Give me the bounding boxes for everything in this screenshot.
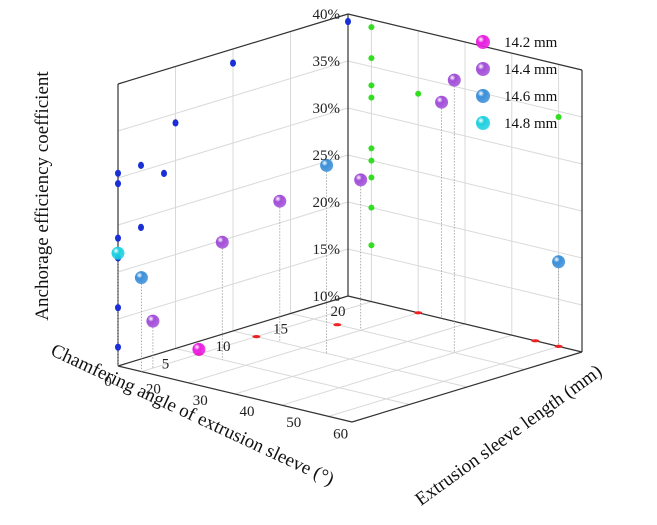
data-point: [215, 235, 229, 249]
legend-marker: [476, 35, 490, 49]
x-tick-label: 15: [273, 322, 288, 338]
yz-projection-dot: [368, 82, 375, 89]
yz-projection-dot: [368, 24, 375, 31]
data-point: [435, 95, 449, 109]
y-axis-title: Extrusion sleeve length (mm): [411, 361, 606, 510]
yz-projection-dot: [555, 114, 562, 121]
data-point: [146, 314, 160, 328]
legend-marker: [476, 62, 490, 76]
x-tick-label: 20: [331, 304, 346, 320]
data-point: [320, 158, 334, 172]
y-tick-label: 30: [193, 393, 208, 409]
data-point: [447, 73, 461, 87]
legend: 14.2 mm 14.4 mm 14.6 mm 14.8 mm: [476, 35, 558, 132]
yz-projection-dot: [415, 90, 422, 97]
xz-projection-dot: [115, 234, 121, 242]
data-point: [273, 194, 287, 208]
xy-projection-mark: [414, 311, 423, 315]
top-edge: [347, 13, 583, 71]
drop-lines: [117, 80, 559, 372]
xz-projection-dot: [172, 119, 179, 127]
z-tick-label: 10%: [313, 289, 341, 305]
axis-box-edges: [117, 13, 583, 423]
z-tick-label: 30%: [313, 101, 341, 117]
z-axis-title: Anchorage efficiency coefficient: [32, 71, 53, 321]
z-tick-label: 35%: [313, 54, 341, 70]
y-tick-label: 40: [240, 404, 255, 420]
xz-projection-dot: [138, 161, 144, 169]
xy-projection-mark: [333, 323, 342, 327]
x-axis-line: [117, 295, 349, 367]
projection-layer: [115, 17, 563, 356]
data-point: [111, 246, 125, 260]
legend-label: 14.6 mm: [504, 89, 558, 105]
legend-label: 14.2 mm: [504, 35, 558, 51]
data-point: [134, 271, 148, 285]
y-tick-label: 20: [146, 382, 161, 398]
xy-projection-mark: [252, 335, 261, 339]
xz-projection-dot: [115, 180, 121, 188]
legend-marker: [476, 89, 490, 103]
y-tick-label: 50: [286, 415, 301, 431]
x-tick-label: 10: [216, 339, 231, 355]
floor-grid-line: [234, 323, 466, 395]
yz-projection-dot: [368, 204, 375, 211]
floor-grid-line: [281, 334, 512, 406]
z-tick-label: 15%: [313, 242, 341, 258]
xy-projection-mark: [531, 339, 540, 343]
z-tick-label: 40%: [313, 7, 341, 23]
z-tick-label: 20%: [313, 195, 341, 211]
yz-projection-dot: [368, 55, 375, 62]
xz-projection-dot: [345, 17, 351, 26]
data-point: [552, 255, 566, 269]
xy-projection-mark: [554, 344, 563, 348]
tick-labels: 10% 15% 20% 25% 30% 35% 40% 0 5 10 15 20 20 30 40 50 60: [104, 7, 348, 442]
legend-label: 14.4 mm: [504, 62, 558, 78]
legend-label: 14.8 mm: [504, 116, 558, 132]
x-tick-label: 5: [162, 357, 170, 373]
xz-projection-dot: [230, 59, 236, 67]
x-tick-label: 0: [104, 374, 112, 390]
xz-projection-dot: [115, 343, 121, 351]
legend-marker: [476, 116, 490, 130]
xz-projection-dot: [115, 169, 121, 177]
data-points: [111, 73, 566, 356]
yz-projection-dot: [368, 145, 375, 152]
floor-edge: [351, 351, 583, 423]
yz-projection-dot: [368, 94, 375, 101]
xz-projection-dot: [115, 304, 121, 312]
data-point: [354, 173, 368, 187]
xz-projection-dot: [138, 223, 144, 231]
yz-projection-dot: [368, 242, 375, 249]
data-point: [192, 342, 206, 356]
z-tick-label: 25%: [313, 148, 341, 164]
yz-projection-dot: [368, 157, 375, 164]
yz-projection-dot: [368, 174, 375, 181]
xz-projection-dot: [161, 169, 167, 177]
y-axis-line: [117, 365, 353, 423]
top-edge: [117, 13, 349, 85]
floor-grid-line: [328, 345, 559, 417]
y-tick-label: 60: [333, 426, 348, 442]
floor-grid-line: [188, 312, 419, 384]
floor-edge: [347, 295, 583, 353]
